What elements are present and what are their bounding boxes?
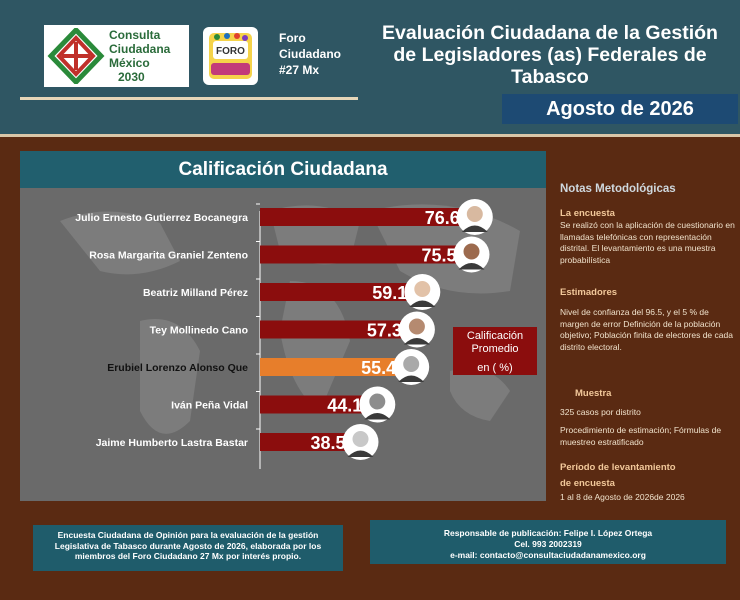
person-shoulders-icon	[364, 413, 391, 420]
person-shoulders-icon	[409, 300, 436, 307]
header-bottom-rule	[0, 134, 740, 137]
bar	[260, 320, 432, 339]
footer-contact-line: e-mail: contacto@consultaciudadanamexico…	[450, 550, 646, 560]
page-title-line: de Legisladores (as) Federales de	[393, 44, 707, 66]
legend-line: Calificación	[466, 330, 524, 342]
bar-value-label: 59.1	[372, 283, 407, 303]
bars-group: Julio Ernesto Gutierrez Bocanegra 76.6 Ros…	[75, 199, 493, 460]
notes-sample-heading: Muestra	[575, 388, 612, 399]
forum-badge-icon: FORO	[209, 33, 252, 79]
forum-badge-label: FORO	[216, 46, 245, 57]
bar-chart: Julio Ernesto Gutierrez Bocanegra 76.6 Ros…	[60, 199, 520, 469]
diamond-arrows-icon	[47, 28, 105, 84]
notes-estimators-text: Nivel de confianza del 96.5, y el 5 % de…	[560, 307, 733, 352]
notes-sample-procedure: Procedimiento de estimación; Fórmulas de…	[560, 425, 722, 447]
footer-survey-description: Encuesta Ciudadana de Opinión para la ev…	[33, 525, 343, 571]
bar-value-label: 76.6	[425, 208, 460, 228]
person-icon	[466, 206, 483, 222]
notes-sample-text: 325 casos por distrito	[560, 407, 641, 417]
report-date: Agosto de 2026	[502, 94, 738, 124]
bar	[260, 283, 438, 301]
forum-name-line: Foro	[279, 31, 306, 45]
category-label: Erubiel Lorenzo Alonso Que	[107, 362, 248, 374]
bar-value-label: 55.4	[361, 358, 396, 378]
bar-value-label: 57.3	[367, 321, 402, 341]
forum-name: Foro Ciudadano #27 Mx	[279, 30, 341, 78]
bar	[260, 395, 393, 414]
consulta-ciudadana-logo: Consulta Ciudadana México 2030	[44, 25, 189, 87]
bar-value-label: 38.5	[310, 433, 345, 453]
bar	[260, 208, 490, 226]
chart-panel: Julio Ernesto Gutierrez Bocanegra 76.6 Ros…	[20, 151, 546, 501]
notes-survey-heading: La encuesta	[560, 208, 615, 219]
notes-period-heading-2: de encuesta	[560, 478, 615, 489]
person-icon	[403, 356, 420, 372]
category-label: Beatriz Milland Pérez	[143, 287, 248, 299]
bar-value-label: 44.1	[327, 396, 362, 416]
legend-line: Promedio	[471, 343, 519, 355]
page-title: Evaluación Ciudadana de la Gestión de Le…	[365, 22, 735, 88]
bar-value-label: 75.5	[421, 246, 456, 266]
legend-unit: en ( %)	[477, 362, 513, 374]
bar	[260, 358, 427, 376]
category-label: Tey Mollinedo Cano	[150, 325, 248, 337]
page-title-line: Tabasco	[511, 66, 589, 88]
logo-text-line: México	[109, 56, 150, 70]
footer-contact: Responsable de publicación: Felipe I. Ló…	[370, 520, 726, 564]
notes-survey-text: Se realizó con la aplicación de cuestion…	[560, 220, 735, 265]
person-shoulders-icon	[398, 375, 425, 382]
notes-estimators-heading: Estimadores	[560, 287, 618, 298]
category-label: Rosa Margarita Graniel Zenteno	[89, 250, 248, 262]
person-icon	[369, 393, 386, 410]
person-icon	[463, 243, 480, 260]
footer-contact-line: Cel. 993 2002319	[514, 539, 582, 549]
notes-period-text: 1 al 8 de Agosto de 2026de 2026	[560, 492, 685, 502]
chart-title: Calificación Ciudadana	[20, 151, 546, 188]
person-shoulders-icon	[458, 263, 485, 270]
notes-period-heading: Período de levantamiento	[560, 462, 676, 473]
header-divider	[20, 97, 358, 100]
person-icon	[352, 431, 369, 447]
category-label: Iván Peña Vidal	[171, 400, 248, 412]
page-title-line: Evaluación Ciudadana de la Gestión	[382, 22, 718, 44]
person-icon	[408, 318, 425, 335]
person-shoulders-icon	[347, 450, 374, 457]
bar	[260, 245, 487, 264]
footer-contact-line: Responsable de publicación: Felipe I. Ló…	[443, 528, 653, 538]
chart-legend: Calificación Promedio en ( %)	[453, 327, 537, 375]
person-shoulders-icon	[461, 225, 488, 232]
logo-text-line: Consulta	[109, 28, 161, 42]
category-label: Jaime Humberto Lastra Bastar	[96, 437, 248, 449]
person-shoulders-icon	[403, 338, 430, 345]
category-label: Julio Ernesto Gutierrez Bocanegra	[75, 212, 248, 224]
person-icon	[414, 281, 431, 297]
logo-text-line: 2030	[118, 70, 145, 84]
logo-text-line: Ciudadana	[109, 42, 171, 56]
forum-name-line: #27 Mx	[279, 63, 320, 77]
notes-title: Notas Metodológicas	[560, 183, 676, 195]
forum-name-line: Ciudadano	[279, 47, 341, 61]
foro-ciudadano-logo: FORO	[203, 27, 258, 85]
